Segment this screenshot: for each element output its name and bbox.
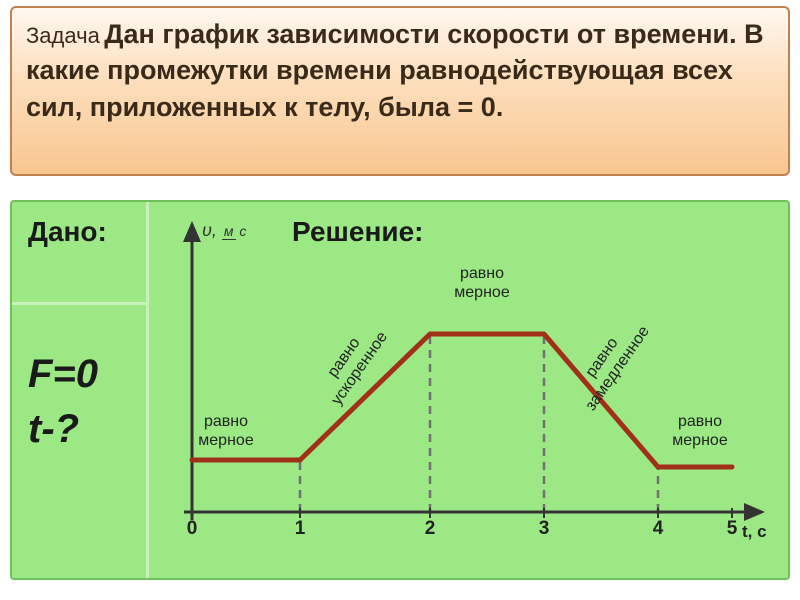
given-divider-horizontal: [12, 302, 146, 305]
solution-panel: Дано: F=0 t-? Решение: υ, м с равномерно…: [10, 200, 790, 580]
problem-text: Дан график зависимости скорости от време…: [26, 19, 764, 122]
x-tick-label: 3: [539, 518, 550, 540]
x-tick-label: 1: [295, 518, 306, 540]
x-tick-label: 2: [425, 518, 436, 540]
given-title: Дано:: [28, 216, 107, 248]
given-t: t-?: [28, 407, 79, 452]
given-F: F=0: [28, 352, 98, 397]
segment-label: равномерное: [176, 412, 276, 450]
x-tick-label: 0: [187, 518, 198, 540]
problem-prefix: Задача: [26, 23, 100, 48]
x-tick-label: 4: [653, 518, 664, 540]
x-axis-unit: t, с: [742, 522, 767, 542]
problem-header: Задача Дан график зависимости скорости о…: [10, 6, 790, 176]
segment-label: равномерное: [432, 264, 532, 302]
chart-area: равномерноеравноускоренноеравномерноерав…: [152, 212, 782, 572]
x-tick-label: 5: [727, 518, 738, 540]
segment-label: равномерное: [650, 412, 750, 450]
given-divider-vertical: [146, 202, 149, 578]
